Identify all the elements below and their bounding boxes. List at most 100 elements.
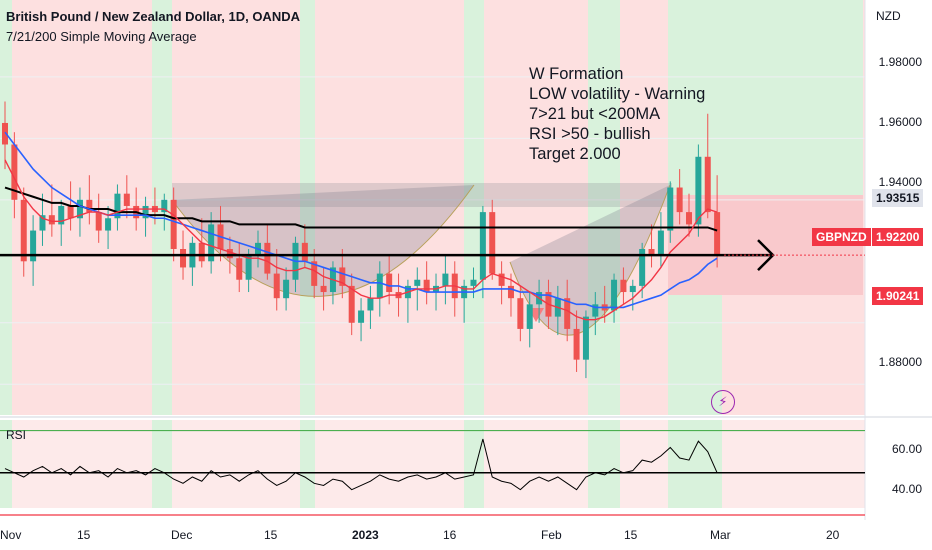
candle-body	[180, 249, 187, 268]
candle-body	[105, 218, 112, 231]
candle-body	[320, 285, 327, 293]
rsi-green-zone	[0, 420, 12, 508]
candle-body	[629, 285, 636, 293]
candle-body	[620, 279, 627, 293]
green-zone	[464, 0, 484, 415]
price-tick: 1.94000	[878, 175, 922, 189]
candle-body	[67, 205, 74, 219]
candle-body	[686, 212, 693, 225]
rsi-tick: 40.00	[891, 482, 922, 496]
annotation-line: W Formation	[529, 65, 624, 83]
candle-body	[639, 249, 646, 286]
green-zone	[300, 0, 315, 415]
grid	[0, 0, 932, 520]
annotation-line: LOW volatility - Warning	[529, 85, 706, 103]
candle-body	[311, 261, 318, 286]
candle-body	[48, 215, 55, 225]
rsi-green-zone	[300, 420, 315, 508]
time-tick: 15	[77, 528, 91, 542]
currency-label: NZD	[876, 9, 901, 23]
candle-body	[142, 205, 149, 219]
candle-body	[498, 273, 505, 286]
candle-body	[198, 242, 205, 262]
candle-body	[273, 273, 280, 299]
candle-body	[170, 199, 177, 249]
candle-body	[358, 310, 365, 323]
candle-body	[76, 199, 83, 219]
candle-body	[301, 242, 308, 262]
candle-body	[367, 298, 374, 311]
candle-body	[20, 199, 27, 262]
time-tick: Nov	[0, 528, 22, 542]
price-tick: 1.88000	[878, 355, 922, 369]
last-price-badge: 1.92200	[872, 228, 924, 246]
candle-body	[123, 193, 130, 206]
candle-body	[86, 199, 93, 213]
time-tick: 15	[624, 528, 638, 542]
candle-body	[676, 187, 683, 213]
candle-body	[611, 279, 618, 311]
candle-body	[30, 230, 37, 262]
candle-body	[283, 279, 290, 299]
green-zone	[588, 0, 620, 415]
symbol-badge: GBPNZD	[812, 228, 871, 246]
candle-body	[386, 273, 393, 293]
rsi-line	[4, 438, 718, 491]
time-tick: 16	[443, 528, 457, 542]
candle-body	[58, 205, 65, 225]
annotation-text: W Formation LOW volatility - Warning 7>2…	[529, 64, 705, 164]
candle-body	[526, 304, 533, 329]
ma7-line	[4, 159, 718, 321]
price-tick: 1.96000	[878, 115, 922, 129]
ma200-line	[4, 186, 718, 232]
candle-body	[479, 212, 486, 280]
rsi-pink-zone	[0, 420, 865, 508]
candle-body	[236, 258, 243, 280]
candle-body	[339, 267, 346, 286]
ma21-line	[4, 131, 718, 309]
rsi-green-zone	[464, 420, 484, 508]
candle-body	[592, 304, 599, 317]
time-tick: 20	[826, 528, 840, 542]
green-zone	[0, 0, 12, 415]
moving-averages	[4, 131, 718, 321]
rsi-tick: 60.00	[891, 442, 922, 456]
time-tick: 2023	[352, 528, 379, 542]
rsi-green-zone	[588, 420, 620, 508]
price-level-badge: 1.93515	[872, 189, 924, 207]
candle-body	[507, 285, 514, 299]
rsi-indicator	[0, 429, 865, 516]
candle-body	[704, 156, 711, 213]
candle-body	[39, 215, 46, 231]
candle-body	[114, 193, 121, 219]
rsi-green-zone	[668, 420, 722, 508]
alert-flash-icon[interactable]: ⚡	[711, 390, 735, 414]
candle-body	[648, 249, 655, 256]
candle-body	[208, 224, 215, 262]
candle-body	[657, 230, 664, 256]
candle-body	[226, 249, 233, 259]
candle-body	[667, 187, 674, 231]
candle-body	[573, 328, 580, 360]
chart-title: British Pound / New Zealand Dollar, 1D, …	[6, 9, 300, 24]
annotation-line: Target 2.000	[529, 145, 621, 163]
rsi-green-zone	[152, 420, 172, 508]
candle-body	[161, 199, 168, 213]
candle-body	[714, 212, 721, 256]
candle-body	[489, 212, 496, 274]
rsi-pane-label: RSI	[6, 428, 27, 442]
candle-body	[564, 298, 571, 329]
price-tick: 1.98000	[878, 55, 922, 69]
indicator-label: 7/21/200 Simple Moving Average	[6, 29, 197, 44]
annotation-line: 7>21 but <200MA	[529, 105, 661, 123]
candle-body	[470, 279, 477, 286]
candle-body	[11, 144, 18, 200]
candle-body	[442, 273, 449, 286]
time-tick: Mar	[710, 528, 731, 542]
candle-body	[423, 279, 430, 293]
candle-body	[582, 316, 589, 360]
time-tick: 15	[264, 528, 278, 542]
candle-body	[348, 285, 355, 323]
candle-body	[414, 279, 421, 286]
